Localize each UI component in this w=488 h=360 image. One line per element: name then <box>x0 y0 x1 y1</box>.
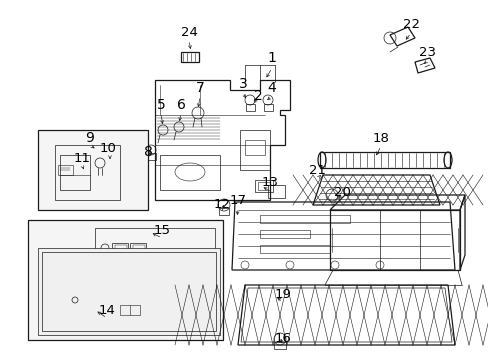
Text: 12: 12 <box>213 198 230 211</box>
Text: 1: 1 <box>267 51 276 65</box>
Bar <box>219 208 228 215</box>
Bar <box>28 220 223 340</box>
Bar <box>42 252 216 331</box>
Text: 11: 11 <box>73 152 90 165</box>
Bar <box>60 155 90 190</box>
Text: 13: 13 <box>261 176 278 189</box>
Text: 16: 16 <box>274 332 291 345</box>
Text: 22: 22 <box>402 18 419 31</box>
Polygon shape <box>38 248 220 335</box>
Text: 6: 6 <box>176 98 185 112</box>
Text: 8: 8 <box>143 145 152 159</box>
Bar <box>264 104 272 111</box>
Bar <box>146 153 156 160</box>
Bar <box>273 342 285 349</box>
Bar <box>120 305 140 315</box>
Text: 3: 3 <box>238 77 247 91</box>
Text: 14: 14 <box>99 303 115 316</box>
Bar <box>58 165 73 175</box>
Bar <box>254 180 272 192</box>
Text: 17: 17 <box>229 194 246 207</box>
Bar <box>95 228 215 283</box>
Bar <box>260 215 349 223</box>
Text: 21: 21 <box>309 163 326 176</box>
Bar <box>245 104 254 111</box>
Text: 5: 5 <box>156 98 165 112</box>
Bar <box>130 243 146 253</box>
Text: 19: 19 <box>274 288 291 302</box>
Text: 4: 4 <box>267 81 276 95</box>
Bar <box>115 245 127 251</box>
Bar <box>112 243 128 253</box>
Text: 9: 9 <box>85 131 94 145</box>
Bar <box>181 52 199 62</box>
Text: 23: 23 <box>419 45 436 58</box>
Bar <box>240 130 269 170</box>
Bar <box>258 182 269 190</box>
Bar <box>319 152 449 168</box>
Text: 7: 7 <box>195 81 204 95</box>
Bar <box>160 155 220 190</box>
Bar <box>38 130 148 210</box>
Text: 10: 10 <box>100 141 116 154</box>
Bar <box>244 140 264 155</box>
Bar <box>55 145 120 200</box>
Text: 15: 15 <box>153 224 170 237</box>
Bar <box>260 230 309 238</box>
Bar <box>260 245 329 253</box>
Text: 18: 18 <box>372 131 388 144</box>
Bar <box>133 245 145 251</box>
Text: 24: 24 <box>180 26 197 39</box>
Text: 20: 20 <box>333 185 350 198</box>
Text: 2: 2 <box>253 89 262 103</box>
